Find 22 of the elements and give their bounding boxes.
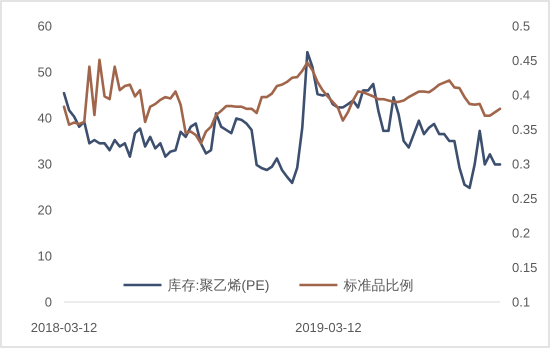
- y2-tick-label: 0.45: [512, 53, 538, 68]
- y2-tick-label: 0.2: [512, 226, 530, 240]
- y2-tick-label: 0.1: [512, 294, 530, 310]
- y-tick-label: 50: [38, 64, 52, 80]
- y-tick-label: 30: [38, 156, 52, 172]
- y-tick-label: 60: [38, 18, 52, 34]
- y-tick-label: 40: [38, 110, 52, 126]
- y2-tick-label: 0.5: [512, 18, 530, 34]
- y2-tick-label: 0.35: [512, 122, 538, 137]
- x-tick-label: 2019-03-12: [295, 320, 362, 335]
- legend-label: 标准品比例: [342, 277, 414, 293]
- x-tick-label: 2018-03-12: [30, 320, 98, 335]
- y-tick-label: 0: [44, 294, 52, 310]
- line-series: [62, 50, 502, 190]
- y2-tick-label: 0.3: [512, 156, 530, 172]
- y-tick-label: 20: [38, 202, 52, 218]
- y2-tick-label: 0.4: [512, 88, 530, 102]
- y2-tick-label: 0.15: [512, 260, 538, 275]
- legend-label: 库存:聚乙烯(PE): [168, 277, 270, 293]
- y-tick-label: 10: [38, 248, 52, 264]
- y2-tick-label: 0.25: [512, 191, 538, 206]
- line-series: [62, 58, 502, 145]
